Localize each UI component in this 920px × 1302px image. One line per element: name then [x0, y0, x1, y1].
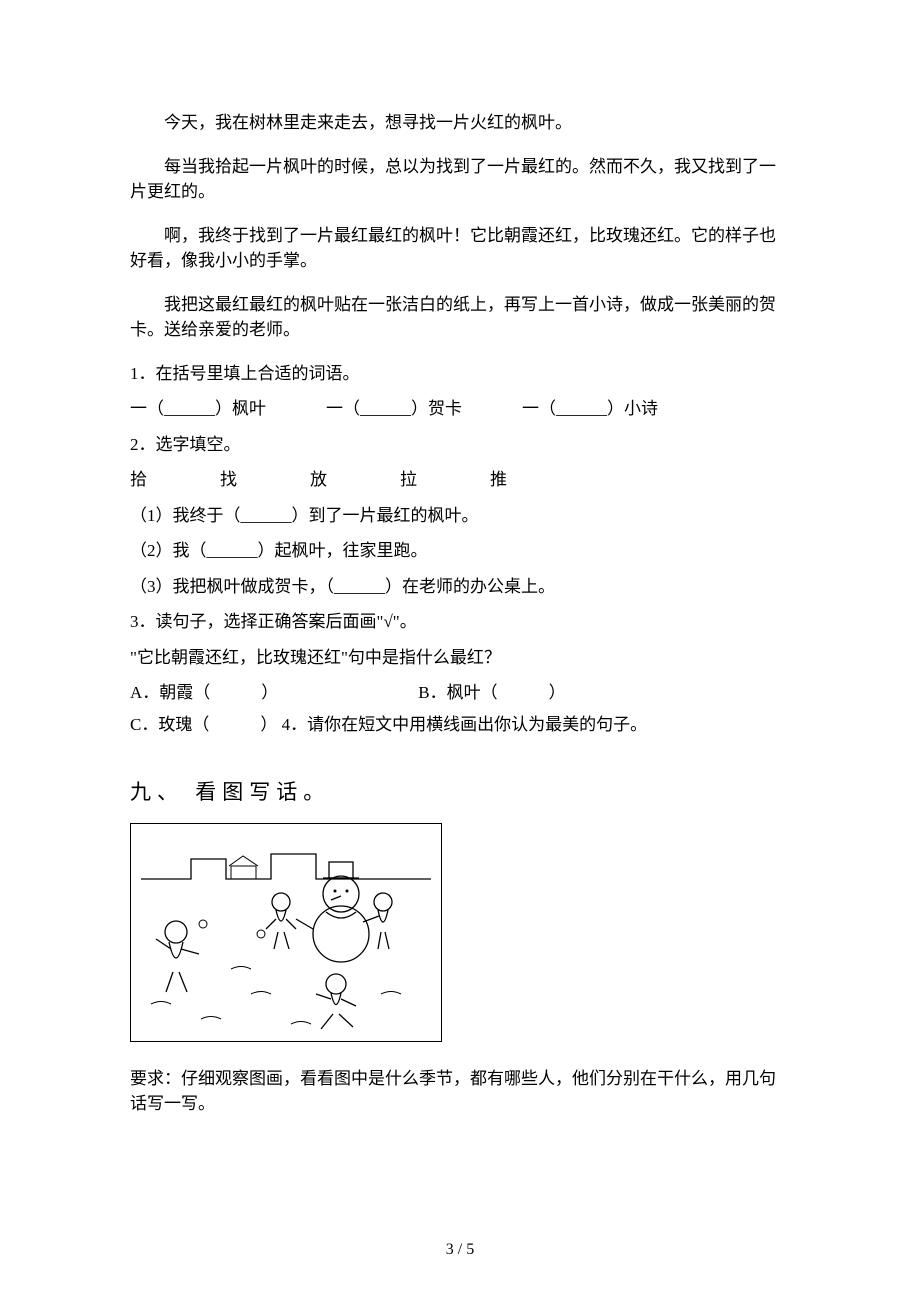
- passage-p2: 每当我拾起一片枫叶的时候，总以为找到了一片最红的。然而不久，我又找到了一片更红的…: [130, 154, 790, 205]
- passage-p4: 我把这最红最红的枫叶贴在一张洁白的纸上，再写上一首小诗，做成一张美丽的贺卡。送给…: [130, 292, 790, 343]
- q2-chars: 拾 找 放 拉 推: [130, 467, 790, 493]
- q3-opt-b: B．枫叶（ ）: [418, 680, 565, 706]
- q3-opt-c: C．玫瑰（ ）: [130, 715, 277, 734]
- q1-prompt: 1．在括号里填上合适的词语。: [130, 361, 790, 387]
- illustration-box: [130, 823, 442, 1042]
- passage-p1: 今天，我在树林里走来走去，想寻找一片火红的枫叶。: [130, 110, 790, 136]
- q1-blank-3: 一（______）小诗: [522, 396, 658, 422]
- q3-prompt: 3．读句子，选择正确答案后面画"√"。: [130, 609, 790, 635]
- q2-line-1: （1）我终于（______）到了一片最红的枫叶。: [130, 503, 790, 529]
- q2-line-2: （2）我（______）起枫叶，往家里跑。: [130, 538, 790, 564]
- page-number: 3 / 5: [0, 1238, 920, 1262]
- q4-prompt: 4．请你在短文中用横线画出你认为最美的句子。: [282, 715, 648, 734]
- q3-row-c4: C．玫瑰（ ） 4．请你在短文中用横线画出你认为最美的句子。: [130, 712, 790, 738]
- q3-opt-a: A．朝霞（ ）: [130, 680, 278, 706]
- q1-blanks: 一（______）枫叶 一（______）贺卡 一（______）小诗: [130, 396, 790, 422]
- q3-sentence: "它比朝霞还红，比玫瑰还红"句中是指什么最红？: [130, 645, 790, 671]
- q1-blank-1: 一（______）枫叶: [130, 396, 266, 422]
- q2-line-3: （3）我把枫叶做成贺卡，（______）在老师的办公桌上。: [130, 574, 790, 600]
- page: 今天，我在树林里走来走去，想寻找一片火红的枫叶。 每当我拾起一片枫叶的时候，总以…: [0, 0, 920, 1302]
- passage-p3: 啊，我终于找到了一片最红最红的枫叶！它比朝霞还红，比玫瑰还红。它的样子也好看，像…: [130, 223, 790, 274]
- q3-row-ab: A．朝霞（ ） B．枫叶（ ）: [130, 680, 790, 706]
- q2-prompt: 2．选字填空。: [130, 432, 790, 458]
- winter-scene-icon: [131, 824, 441, 1041]
- section-9-title: 九、 看图写话。: [130, 777, 790, 809]
- q1-blank-2: 一（______）贺卡: [326, 396, 462, 422]
- section-9-requirement: 要求：仔细观察图画，看看图中是什么季节，都有哪些人，他们分别在干什么，用几句话写…: [130, 1066, 790, 1117]
